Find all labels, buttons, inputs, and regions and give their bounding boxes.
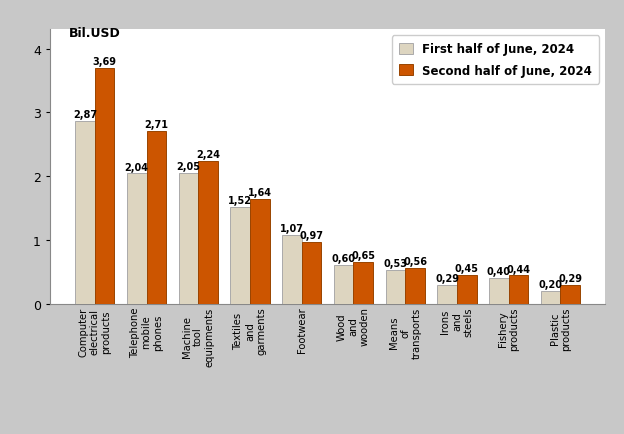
Text: 0,40: 0,40: [487, 266, 511, 276]
Text: 1,07: 1,07: [280, 224, 304, 234]
Text: 0,56: 0,56: [403, 256, 427, 266]
Bar: [127, 174, 147, 304]
Text: 2,05: 2,05: [177, 161, 200, 171]
Text: 1,64: 1,64: [248, 187, 272, 197]
Bar: [250, 200, 270, 304]
Text: 0,60: 0,60: [331, 254, 356, 264]
Bar: [386, 270, 405, 304]
Legend: First half of June, 2024, Second half of June, 2024: First half of June, 2024, Second half of…: [392, 36, 600, 85]
Bar: [95, 69, 114, 304]
Bar: [405, 268, 425, 304]
Text: 0,44: 0,44: [507, 264, 530, 274]
Bar: [178, 174, 198, 304]
Bar: [457, 275, 477, 304]
Bar: [437, 286, 457, 304]
Bar: [230, 207, 250, 304]
Bar: [147, 132, 166, 304]
Bar: [282, 236, 302, 304]
Bar: [541, 291, 560, 304]
Text: Bil.USD: Bil.USD: [69, 27, 120, 40]
Text: 0,29: 0,29: [558, 273, 582, 283]
Text: 1,52: 1,52: [228, 195, 252, 205]
Bar: [334, 266, 353, 304]
Bar: [302, 242, 321, 304]
Text: 2,71: 2,71: [144, 120, 168, 130]
Text: 2,04: 2,04: [125, 162, 149, 172]
Bar: [489, 278, 509, 304]
Text: 2,87: 2,87: [73, 109, 97, 119]
Text: 0,53: 0,53: [383, 258, 407, 268]
Text: 2,24: 2,24: [196, 149, 220, 159]
Bar: [509, 276, 529, 304]
Bar: [75, 122, 95, 304]
Text: 3,69: 3,69: [92, 57, 117, 67]
Bar: [353, 263, 373, 304]
Text: 0,65: 0,65: [351, 250, 375, 260]
Text: 0,20: 0,20: [539, 279, 563, 289]
Text: 0,97: 0,97: [300, 230, 324, 240]
Bar: [198, 161, 218, 304]
Text: 0,45: 0,45: [455, 263, 479, 273]
Bar: [560, 286, 580, 304]
Text: 0,29: 0,29: [435, 273, 459, 283]
